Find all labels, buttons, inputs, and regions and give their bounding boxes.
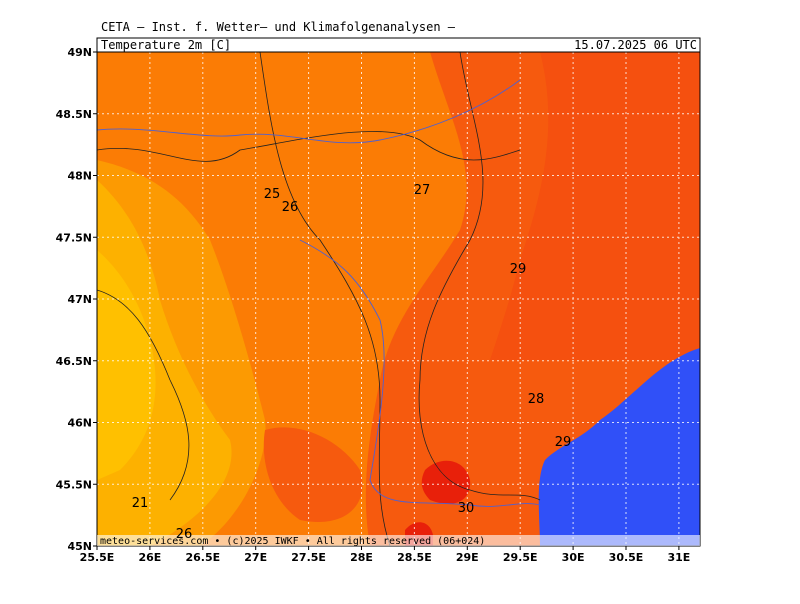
lat-label: 46N [67, 417, 92, 430]
lat-label: 49N [67, 46, 92, 59]
lat-label: 48.5N [56, 108, 92, 121]
lon-label: 26E [138, 551, 161, 564]
contour-label: 30 [458, 501, 475, 516]
lon-label: 27.5E [291, 551, 326, 564]
map-field [97, 52, 700, 546]
lat-label: 47.5N [56, 231, 92, 244]
lat-label: 45.5N [56, 478, 92, 491]
lat-label: 48N [67, 170, 92, 183]
contour-label: 29 [510, 262, 527, 277]
lat-label: 45N [67, 540, 92, 553]
lon-label: 29E [456, 551, 479, 564]
lon-label: 25.5E [80, 551, 115, 564]
footer: meteo-services.com • (c)2025 IWKF • All … [100, 536, 485, 547]
valid-time: 15.07.2025 06 UTC [574, 38, 697, 52]
lon-label: 27E [244, 551, 267, 564]
lon-label: 28E [350, 551, 373, 564]
footer-band [97, 535, 700, 546]
contour-label: 26 [282, 200, 299, 215]
contour-label: 27 [414, 183, 431, 198]
lat-label: 46.5N [56, 355, 92, 368]
lon-label: 28.5E [397, 551, 432, 564]
title: CETA — Inst. f. Wetter— und Klimafolgena… [101, 20, 456, 34]
contour-label: 29 [555, 435, 572, 450]
lon-label: 26.5E [185, 551, 220, 564]
lon-label: 29.5E [503, 551, 538, 564]
parameter: Temperature_2m [C] [101, 38, 231, 52]
lon-label: 31E [667, 551, 690, 564]
lon-label: 30E [562, 551, 585, 564]
contour-label: 21 [132, 496, 149, 511]
contour-label: 26 [176, 527, 193, 542]
contour-label: 28 [528, 392, 545, 407]
contour-label: 25 [264, 187, 281, 202]
lat-label: 47N [67, 293, 92, 306]
lon-label: 30.5E [609, 551, 644, 564]
